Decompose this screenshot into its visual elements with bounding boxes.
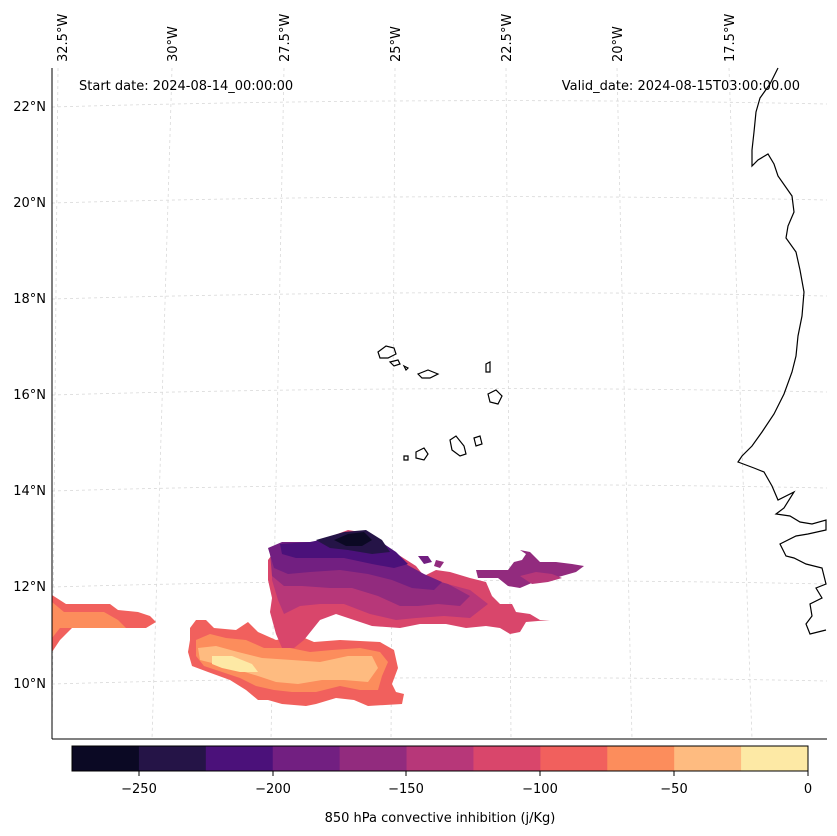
lon-label-32-5: 32.5°W (56, 14, 71, 62)
cb-tick-2: −200 (255, 782, 291, 797)
gridline-lon-27-5 (270, 67, 285, 740)
gridline-lon-20 (616, 67, 633, 740)
colorbar (72, 746, 809, 771)
island-maio (473, 435, 483, 447)
longitude-labels: 32.5°W 30°W 27.5°W 25°W 22.5°W 20°W 17.5… (56, 14, 738, 62)
gridline-lat-22 (51, 100, 828, 108)
island-santa-luzia (402, 364, 410, 372)
island-sao-nicolau (416, 369, 440, 379)
island-sao-vicente (388, 359, 401, 367)
island-fogo (415, 447, 429, 461)
cb-tick-5: −50 (660, 782, 687, 797)
colorbar-segment-7 (473, 746, 541, 771)
start-date-text: Start date: 2024-08-14_00:00:00 (79, 79, 293, 94)
cb-tick-1: −250 (121, 782, 157, 797)
lon-label-25: 25°W (389, 26, 404, 62)
africa-coastline (737, 67, 827, 635)
gridline-lat-14 (51, 484, 828, 492)
contour-east-speck (418, 556, 432, 564)
valid-date-text: Valid_date: 2024-08-15T03:00:00.00 (562, 79, 800, 94)
contour-east-tail (476, 550, 584, 588)
lat-label-14: 14°N (13, 484, 46, 499)
colorbar-segment-3 (205, 746, 274, 771)
map-area (52, 68, 827, 739)
colorbar-segment-10 (674, 746, 742, 771)
latitude-labels: 22°N 20°N 18°N 16°N 14°N 12°N 10°N (13, 100, 46, 692)
colorbar-title: 850 hPa convective inhibition (j/Kg) (325, 811, 556, 826)
colorbar-ticks (138, 771, 809, 776)
coastlines (377, 67, 827, 635)
cb-tick-4: −100 (522, 782, 558, 797)
cin-contours (52, 530, 584, 706)
gridline-lat-12 (51, 580, 828, 588)
colorbar-segment-9 (607, 746, 675, 771)
contour-west-inner (52, 602, 126, 638)
gridline-lat-10 (51, 677, 828, 685)
gridline-lat-16 (51, 388, 828, 396)
colorbar-segment-2 (138, 746, 207, 771)
contour-south-inner (198, 646, 378, 684)
lat-label-10: 10°N (13, 677, 46, 692)
gridline-lon-17-5 (728, 67, 753, 740)
island-sal (485, 361, 491, 373)
contour-east-speck2 (434, 560, 444, 568)
colorbar-segment-4 (272, 746, 341, 771)
cb-tick-6: 0 (804, 782, 812, 797)
colorbar-segment-5 (339, 746, 408, 771)
lon-label-27-5: 27.5°W (278, 14, 293, 62)
lat-label-12: 12°N (13, 580, 46, 595)
gridline-lat-18 (51, 292, 828, 300)
lon-label-17-5: 17.5°W (723, 14, 738, 62)
lat-label-22: 22°N (13, 100, 46, 115)
island-boa-vista (487, 389, 503, 405)
gridline-lat-20 (51, 196, 828, 204)
contour-north-core (334, 532, 372, 546)
colorbar-frame (71, 745, 809, 772)
lat-label-18: 18°N (13, 292, 46, 307)
colorbar-segment-8 (540, 746, 608, 771)
lon-label-30: 30°W (166, 26, 181, 62)
island-brava (403, 455, 409, 461)
lon-label-20: 20°W (611, 26, 626, 62)
contour-east-tail-inner (520, 572, 562, 584)
contour-south-core (212, 656, 258, 672)
colorbar-segment-6 (406, 746, 474, 771)
colorbar-segment-11 (741, 746, 809, 771)
lat-label-16: 16°N (13, 388, 46, 403)
colorbar-tick-labels: −250 −200 −150 −100 −50 0 (121, 782, 812, 797)
lat-label-20: 20°N (13, 196, 46, 211)
gridline-lon-30 (151, 67, 173, 740)
island-santo-antao (377, 345, 397, 359)
cb-tick-3: −150 (388, 782, 424, 797)
lon-label-22-5: 22.5°W (500, 14, 515, 62)
colorbar-segment-1 (72, 746, 140, 771)
island-santiago (449, 435, 467, 457)
